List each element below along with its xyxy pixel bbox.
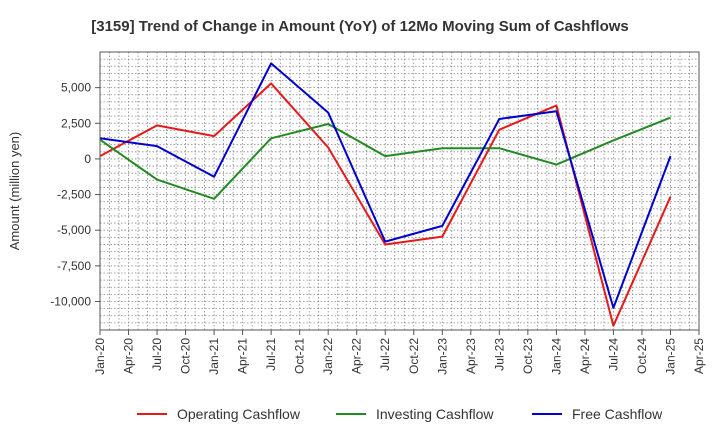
- y-tick-label: 0: [84, 152, 91, 166]
- x-tick-label: Jul-24: [606, 338, 620, 371]
- x-tick-label: Jan-20: [93, 338, 107, 375]
- legend-label-operating-cashflow: Operating Cashflow: [177, 406, 301, 422]
- y-axis-label: Amount (million yen): [7, 132, 22, 251]
- x-tick-label: Jul-20: [150, 338, 164, 371]
- legend-label-free-cashflow: Free Cashflow: [572, 406, 663, 422]
- x-tick-label: Oct-20: [179, 338, 193, 374]
- x-tick-label: Oct-21: [293, 338, 307, 374]
- legend: Operating Cashflow Investing Cashflow Free…: [137, 406, 663, 422]
- series-line-free-cashflow: [99, 62, 672, 309]
- x-axis-ticks: Jan-20 Apr-20 Jul-20 Oct-20 Jan-21 Apr-21 Jul-…: [93, 330, 706, 375]
- chart-title: [3159] Trend of Change in Amount (YoY) o…: [91, 18, 629, 35]
- x-tick-label: Jul-22: [378, 338, 392, 371]
- series-lines: [99, 62, 672, 327]
- x-tick-label: Apr-21: [236, 338, 250, 374]
- x-tick-label: Apr-24: [578, 338, 592, 374]
- x-tick-label: Jul-21: [264, 338, 278, 371]
- y-tick-label: 5,000: [61, 81, 91, 95]
- x-tick-label: Jan-25: [663, 338, 677, 375]
- x-tick-label: Jan-23: [435, 338, 449, 375]
- plot-frame: [99, 51, 700, 331]
- x-tick-label: Jan-21: [207, 338, 221, 375]
- x-tick-label: Apr-23: [464, 338, 478, 374]
- y-tick-label: -10,000: [50, 294, 91, 308]
- x-tick-label: Oct-22: [407, 338, 421, 374]
- y-tick-label: -2,500: [57, 188, 91, 202]
- y-tick-label: 2,500: [61, 116, 91, 130]
- y-axis-ticks: 5,000 2,500 0 -2,500 -5,000 -7,500 -10,000: [50, 81, 100, 308]
- x-tick-label: Apr-25: [692, 338, 706, 374]
- x-tick-label: Apr-22: [350, 338, 364, 374]
- y-tick-label: -5,000: [57, 223, 91, 237]
- series-line-investing-cashflow: [99, 116, 671, 200]
- x-tick-label: Jan-22: [321, 338, 335, 375]
- x-tick-label: Oct-24: [635, 338, 649, 374]
- y-tick-label: -7,500: [57, 259, 91, 273]
- legend-label-investing-cashflow: Investing Cashflow: [376, 406, 494, 422]
- x-tick-label: Apr-20: [122, 338, 136, 374]
- x-tick-label: Jan-24: [549, 338, 563, 375]
- x-tick-label: Oct-23: [521, 338, 535, 374]
- x-tick-label: Jul-23: [492, 338, 506, 371]
